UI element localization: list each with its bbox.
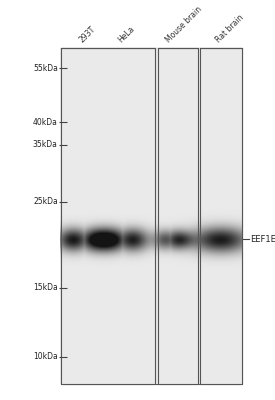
Text: 40kDa: 40kDa	[33, 118, 58, 127]
Text: 15kDa: 15kDa	[33, 284, 58, 292]
Bar	[158, 48, 198, 384]
Text: 55kDa: 55kDa	[33, 64, 58, 73]
Bar	[60, 48, 155, 384]
Bar	[200, 48, 242, 384]
Text: 35kDa: 35kDa	[33, 140, 58, 149]
Text: HeLa: HeLa	[116, 24, 136, 44]
Text: 25kDa: 25kDa	[33, 197, 58, 206]
Bar	[60, 48, 242, 384]
Bar	[158, 48, 198, 384]
Text: Rat brain: Rat brain	[214, 12, 245, 44]
Text: EEF1E1: EEF1E1	[250, 235, 275, 244]
Text: 293T: 293T	[78, 24, 97, 44]
Bar	[60, 48, 155, 384]
Bar	[200, 48, 242, 384]
Text: Mouse brain: Mouse brain	[164, 4, 203, 44]
Text: 10kDa: 10kDa	[33, 352, 58, 361]
